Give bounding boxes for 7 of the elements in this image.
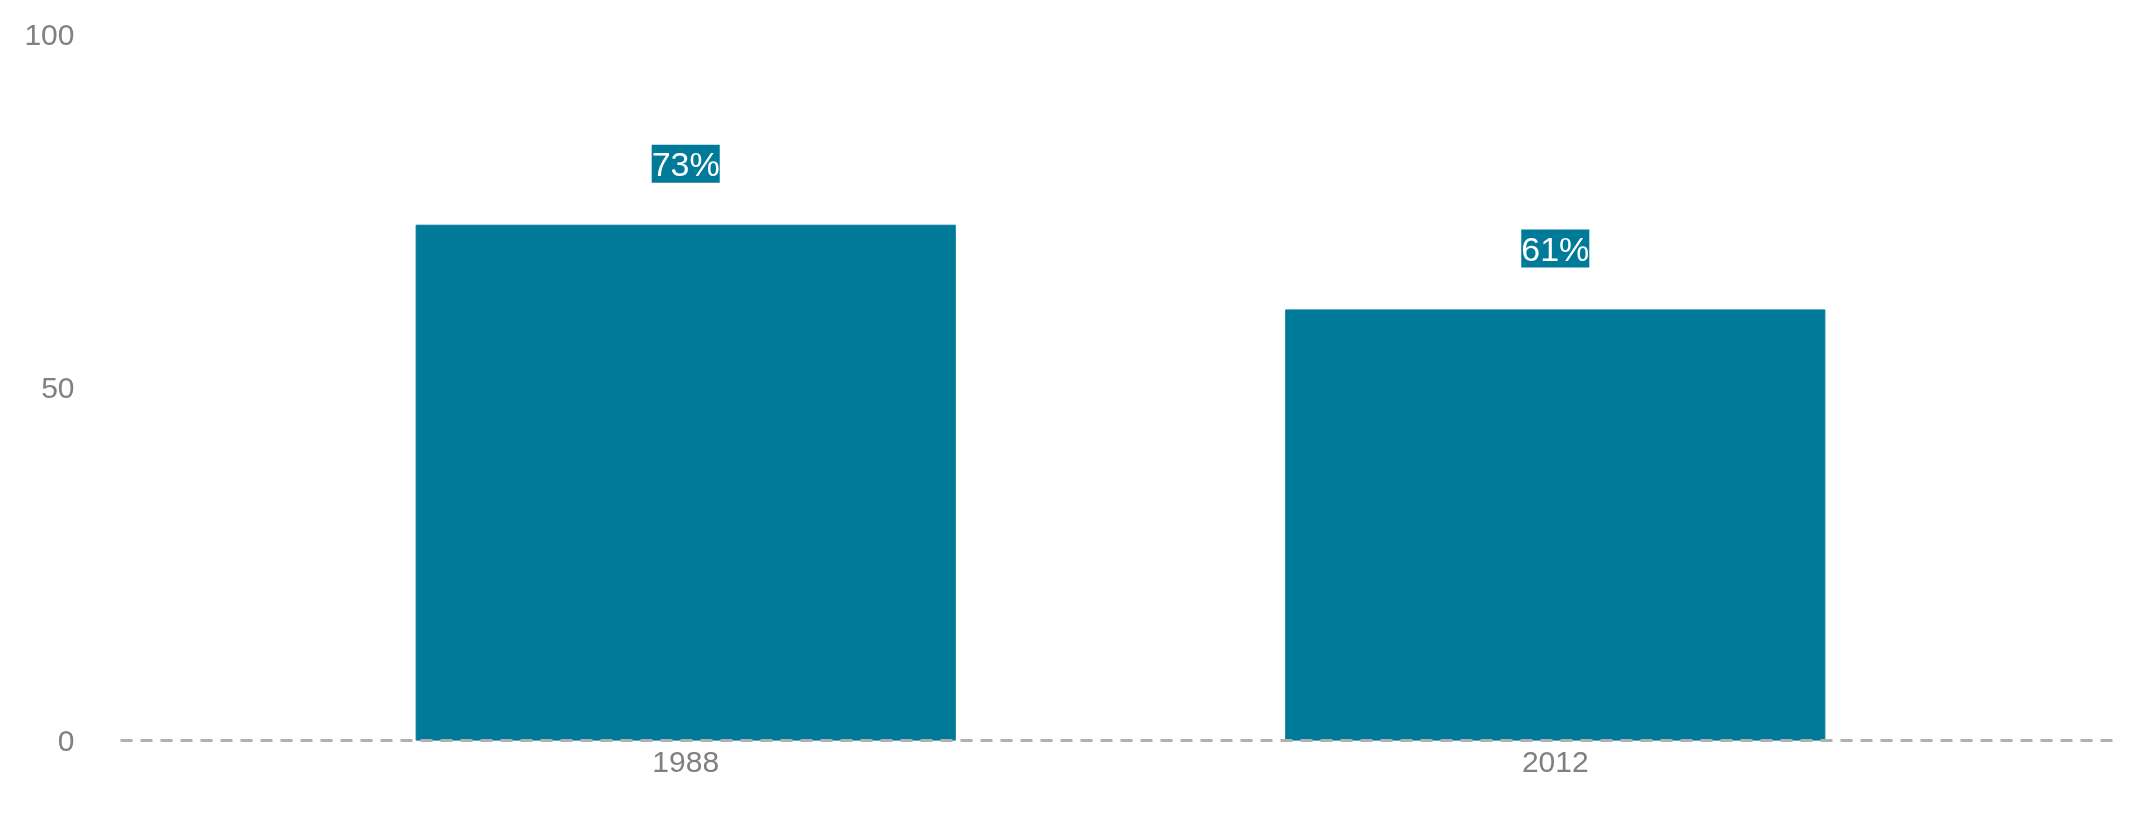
y-tick-label: 50: [41, 370, 75, 404]
data-label: 61%: [1521, 229, 1590, 268]
y-tick-label: 100: [24, 17, 75, 51]
data-label: 73%: [651, 144, 720, 183]
y-tick-label: 0: [57, 723, 75, 757]
x-tick-label: 1988: [652, 744, 720, 778]
x-tick-label: 2012: [1521, 744, 1589, 778]
